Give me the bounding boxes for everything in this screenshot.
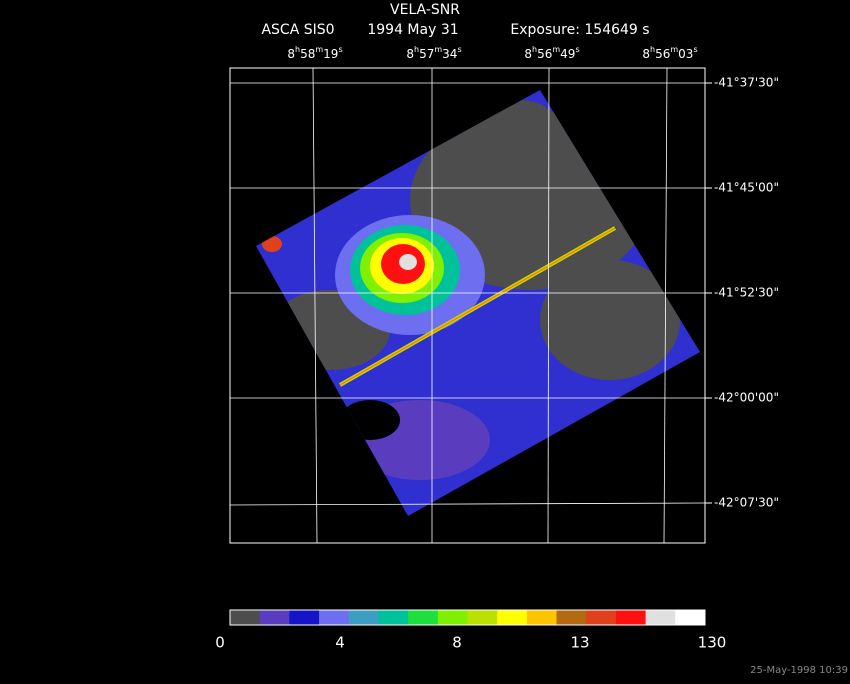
colorbar-label: 0: [215, 634, 225, 652]
ra-label: 8h56m49s: [524, 45, 579, 61]
ra-value: 58: [300, 47, 315, 61]
colorbar-segment: [615, 610, 647, 625]
ra-value: 8: [524, 47, 532, 61]
ra-value: 56: [655, 47, 670, 61]
colorbar-frame: [229, 609, 706, 626]
ra-value: 57: [419, 47, 434, 61]
ra-unit: m: [670, 45, 678, 54]
colorbar-segment: [645, 610, 676, 625]
colorbar-segment: [230, 610, 261, 625]
ra-axis-labels: 8h58m19s 8h57m34s 8h56m49s 8h56m03s: [287, 45, 697, 61]
date: 1994 May 31: [367, 22, 458, 38]
colorbar-label: 13: [570, 634, 589, 652]
xray-image: [256, 90, 700, 516]
ra-unit: s: [693, 45, 697, 54]
colorbar-segment: [348, 610, 379, 625]
ra-value: 03: [678, 47, 693, 61]
ra-value: 8: [287, 47, 295, 61]
colorbar-segment: [586, 610, 617, 625]
colorbar-segment: [378, 610, 409, 625]
dec-axis-labels: -41°37'30" -41°45'00" -41°52'30" -42°00'00"…: [705, 76, 779, 510]
colorbar-label: 130: [698, 634, 727, 652]
colorbar-segment: [467, 610, 498, 625]
dec-label: -41°37'30": [714, 76, 779, 90]
ra-value: 56: [537, 47, 552, 61]
colorbar-label: 8: [452, 634, 462, 652]
title: VELA-SNR: [390, 2, 460, 18]
plot-frame: [229, 67, 706, 544]
colorbar-segment: [437, 610, 468, 625]
colorbar-segment: [408, 610, 439, 625]
ra-unit: s: [575, 45, 579, 54]
ra-unit: m: [315, 45, 323, 54]
coordinate-grid: [229, 67, 706, 544]
colorbar-segment: [289, 610, 320, 625]
ra-label: 8h57m34s: [406, 45, 461, 61]
dec-label: -41°52'30": [714, 286, 779, 300]
colorbar-segment: [497, 610, 528, 625]
colorbar-segment: [556, 610, 587, 625]
dec-label: -41°45'00": [714, 181, 779, 195]
colorbar-label: 4: [335, 634, 345, 652]
ra-value: 8: [642, 47, 650, 61]
colorbar-segment: [675, 610, 706, 625]
ra-unit: h: [295, 45, 300, 54]
colorbar: 0 4 8 13 130: [215, 609, 727, 652]
dec-label: -42°07'30": [714, 496, 779, 510]
dec-label: -42°00'00": [714, 391, 779, 405]
exposure: Exposure: 154649 s: [510, 22, 649, 38]
ra-label: 8h58m19s: [287, 45, 342, 61]
ra-label: 8h56m03s: [642, 45, 697, 61]
colorbar-segment: [526, 610, 558, 625]
instrument: ASCA SIS0: [261, 22, 334, 38]
ra-value: 34: [442, 47, 457, 61]
ra-value: 19: [323, 47, 338, 61]
ra-unit: m: [434, 45, 442, 54]
ra-unit: s: [338, 45, 342, 54]
ra-unit: h: [414, 45, 419, 54]
ra-value: 8: [406, 47, 414, 61]
ra-unit: h: [650, 45, 655, 54]
ra-unit: m: [552, 45, 560, 54]
ra-value: 49: [560, 47, 575, 61]
colorbar-segment: [259, 610, 290, 625]
ra-unit: h: [532, 45, 537, 54]
ra-unit: s: [457, 45, 461, 54]
colorbar-segment: [319, 610, 350, 625]
timestamp: 25-May-1998 10:39: [750, 665, 848, 676]
